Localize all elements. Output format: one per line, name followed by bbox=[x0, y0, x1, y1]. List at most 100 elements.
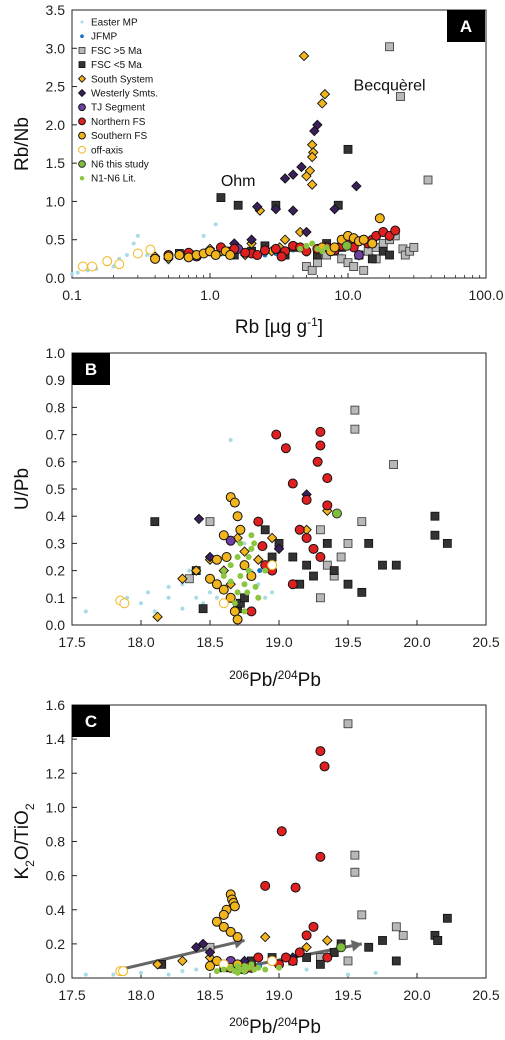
data-point bbox=[225, 535, 236, 546]
y-tick-label: 2.5 bbox=[46, 79, 66, 95]
data-point bbox=[276, 826, 287, 837]
data-point bbox=[396, 92, 405, 101]
data-point bbox=[279, 234, 291, 245]
series-westerly-smts- bbox=[190, 938, 299, 967]
data-point bbox=[241, 608, 248, 615]
data-point bbox=[216, 193, 226, 203]
data-point bbox=[323, 244, 330, 251]
data-point bbox=[245, 567, 252, 574]
y-tick-label: 0.8 bbox=[46, 399, 66, 415]
data-point bbox=[245, 554, 252, 560]
x-axis-label-sup2: 204 bbox=[278, 1015, 298, 1029]
data-point bbox=[244, 589, 251, 596]
data-point bbox=[102, 256, 113, 267]
data-point bbox=[357, 910, 367, 920]
data-point bbox=[252, 250, 263, 261]
data-point bbox=[190, 942, 202, 953]
data-point bbox=[378, 560, 387, 570]
data-point bbox=[180, 969, 185, 974]
y-tick-label: 1.2 bbox=[46, 765, 66, 781]
data-point bbox=[221, 552, 232, 562]
series-n1-n6-lit- bbox=[220, 532, 269, 615]
data-point bbox=[260, 525, 270, 535]
data-point bbox=[255, 594, 262, 601]
series-off-axis bbox=[115, 955, 278, 977]
y-tick-label: 0.2 bbox=[46, 563, 66, 579]
series-off-axis bbox=[77, 244, 156, 272]
y-tick-label: 0.7 bbox=[46, 427, 66, 443]
panel-badge-label: C bbox=[85, 712, 97, 731]
x-tick-label: 19.5 bbox=[334, 634, 361, 650]
x-tick-label: 100.0 bbox=[468, 287, 503, 303]
series-off-axis bbox=[115, 560, 278, 609]
panel-A: 0.0 0.5 1.0 1.5 2.0 2.5 3.0 3.5 0.1 1.0 10.0 100.0 A… bbox=[12, 2, 504, 338]
data-point bbox=[314, 245, 321, 252]
y-tick-label: 1.0 bbox=[46, 193, 66, 209]
series-northern-fs bbox=[246, 426, 333, 617]
data-point bbox=[329, 566, 339, 575]
data-point bbox=[309, 125, 320, 137]
x-tick-label: 19.0 bbox=[265, 634, 292, 650]
data-point bbox=[331, 508, 342, 519]
panel-badge bbox=[72, 705, 110, 737]
data-point bbox=[70, 272, 74, 277]
data-point bbox=[152, 609, 157, 614]
data-point bbox=[262, 567, 269, 574]
data-point bbox=[194, 595, 199, 600]
data-point bbox=[301, 532, 312, 543]
data-point bbox=[319, 761, 330, 772]
data-point bbox=[201, 601, 206, 606]
data-point bbox=[150, 253, 161, 264]
annotation-label: Ohm bbox=[221, 173, 256, 190]
y-tick-label: 2.0 bbox=[46, 117, 66, 133]
data-point bbox=[139, 601, 143, 606]
data-point bbox=[391, 922, 401, 932]
data-point bbox=[409, 242, 419, 252]
x-axis-label-mid: Pb/ bbox=[249, 1017, 278, 1038]
data-point bbox=[343, 144, 353, 154]
data-point bbox=[75, 270, 80, 275]
data-point bbox=[231, 600, 238, 607]
y-tick-label: 1.5 bbox=[46, 155, 66, 171]
data-point bbox=[150, 517, 160, 527]
data-point bbox=[229, 497, 240, 508]
x-tick-label: 18.5 bbox=[196, 987, 223, 1003]
data-point bbox=[303, 242, 310, 249]
data-point bbox=[218, 909, 229, 920]
data-point bbox=[251, 540, 258, 547]
series-southern-fs bbox=[205, 492, 257, 625]
data-point bbox=[255, 964, 262, 971]
data-point bbox=[319, 88, 331, 100]
data-point bbox=[83, 609, 88, 614]
data-point bbox=[350, 424, 360, 434]
data-point bbox=[349, 262, 359, 271]
data-point bbox=[145, 244, 156, 255]
data-point bbox=[423, 175, 433, 185]
data-point bbox=[276, 251, 287, 262]
data-point bbox=[218, 598, 229, 609]
panel-badge bbox=[447, 10, 485, 42]
data-point bbox=[312, 258, 322, 268]
data-point bbox=[287, 579, 298, 590]
legend-label: N6 this study bbox=[91, 160, 149, 171]
data-point bbox=[227, 562, 234, 569]
y-tick-label: 0.4 bbox=[46, 902, 66, 918]
data-point bbox=[132, 248, 143, 259]
data-point bbox=[241, 968, 248, 975]
data-point bbox=[263, 595, 268, 600]
data-point bbox=[163, 251, 174, 262]
data-point bbox=[357, 517, 367, 527]
x-tick-label: 1.0 bbox=[200, 287, 220, 303]
data-point bbox=[341, 240, 352, 251]
data-point bbox=[119, 598, 130, 609]
data-point bbox=[198, 604, 208, 614]
data-point bbox=[322, 952, 333, 963]
data-point bbox=[211, 554, 222, 565]
data-point bbox=[197, 938, 209, 950]
data-point bbox=[220, 567, 227, 574]
trend-arrow-head bbox=[350, 939, 362, 952]
data-point bbox=[114, 259, 125, 270]
data-point bbox=[166, 584, 171, 589]
data-point bbox=[234, 589, 241, 596]
data-point bbox=[309, 571, 318, 581]
